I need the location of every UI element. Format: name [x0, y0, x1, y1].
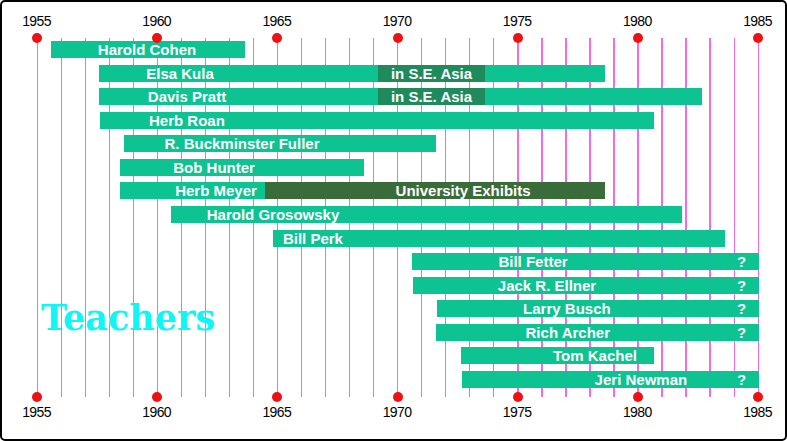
bar-name-label: Jack R. Ellner [498, 277, 596, 294]
bottom-tick-label: 1965 [262, 404, 291, 420]
year-gridline [758, 38, 759, 397]
top-tick-label: 1960 [142, 13, 171, 29]
timeline-bar: R. Buckminster Fuller [124, 135, 436, 152]
top-tick-label: 1970 [383, 13, 412, 29]
bar-name-label: Bill Perk [283, 230, 343, 247]
year-gridline [709, 38, 710, 397]
bar-name-label: Elsa Kula [146, 65, 214, 82]
bottom-tick-marker [272, 392, 282, 402]
chart-title: Teachers [41, 297, 215, 338]
timeline-bar: Tom Kachel [461, 347, 654, 364]
top-tick-label: 1975 [503, 13, 532, 29]
year-gridline [85, 38, 86, 397]
open-ended-marker: ? [737, 371, 746, 388]
top-tick-marker [753, 33, 763, 43]
bottom-tick-marker [393, 392, 403, 402]
timeline-bar: Bob Hunter [120, 159, 364, 176]
top-tick-marker [513, 33, 523, 43]
year-gridline [61, 38, 62, 397]
timeline-bar: Bill Perk [273, 230, 725, 247]
top-tick-label: 1985 [743, 13, 772, 29]
open-ended-marker: ? [737, 253, 746, 270]
bottom-tick-label: 1970 [383, 404, 412, 420]
open-ended-marker: ? [737, 300, 746, 317]
bar-name-label: Rich Archer [526, 324, 610, 341]
bar-segment-label: University Exhibits [396, 182, 531, 199]
bar-name-label: R. Buckminster Fuller [164, 135, 319, 152]
timeline-bar: Rich Archer? [436, 324, 759, 341]
bottom-tick-label: 1985 [743, 404, 772, 420]
bottom-tick-marker [152, 392, 162, 402]
bottom-tick-label: 1980 [623, 404, 652, 420]
bar-name-label: Herb Meyer [175, 182, 257, 199]
top-tick-marker [393, 33, 403, 43]
bar-name-label: Bill Fetter [498, 253, 567, 270]
bottom-tick-label: 1975 [503, 404, 532, 420]
timeline-bar: Jack R. Ellner? [413, 277, 759, 294]
timeline-bar: Jeri Newman? [462, 371, 759, 388]
bottom-tick-marker [753, 392, 763, 402]
bar-name-label: Harold Grosowsky [207, 206, 340, 223]
bar-name-label: Bob Hunter [173, 159, 255, 176]
top-tick-label: 1965 [262, 13, 291, 29]
timeline-bar: Harold Grosowsky [171, 206, 682, 223]
bottom-tick-marker [513, 392, 523, 402]
open-ended-marker: ? [737, 324, 746, 341]
year-gridline [37, 38, 38, 397]
open-ended-marker: ? [737, 277, 746, 294]
bar-segment-label: in S.E. Asia [391, 88, 472, 105]
bar-segment-label: in S.E. Asia [391, 65, 472, 82]
top-tick-label: 1955 [22, 13, 51, 29]
top-tick-label: 1980 [623, 13, 652, 29]
bar-name-label: Davis Pratt [148, 88, 226, 105]
top-tick-marker [32, 33, 42, 43]
bottom-tick-marker [633, 392, 643, 402]
year-gridline [734, 38, 735, 397]
timeline-bar: University Exhibits Herb Meyer [120, 182, 605, 199]
bar-name-label: Jeri Newman [595, 371, 688, 388]
top-tick-marker [633, 33, 643, 43]
bar-name-label: Tom Kachel [553, 347, 637, 364]
timeline-chart: 1955 1955 1960 1960 1965 1965 1970 1970 1975 1975… [0, 0, 787, 441]
bottom-tick-label: 1960 [142, 404, 171, 420]
timeline-bar: Harold Cohen [51, 41, 245, 58]
bar-name-label: Herb Roan [149, 112, 225, 129]
top-tick-marker [272, 33, 282, 43]
bottom-tick-marker [32, 392, 42, 402]
timeline-bar: in S.E. Asia Davis Pratt [99, 88, 702, 105]
timeline-bar: Bill Fetter? [412, 253, 759, 270]
timeline-bar: in S.E. Asia Elsa Kula [99, 65, 605, 82]
timeline-bar: Larry Busch? [437, 300, 759, 317]
bar-name-label: Larry Busch [523, 300, 611, 317]
bar-name-label: Harold Cohen [98, 41, 196, 58]
timeline-bar: Herb Roan [100, 112, 654, 129]
bottom-tick-label: 1955 [22, 404, 51, 420]
